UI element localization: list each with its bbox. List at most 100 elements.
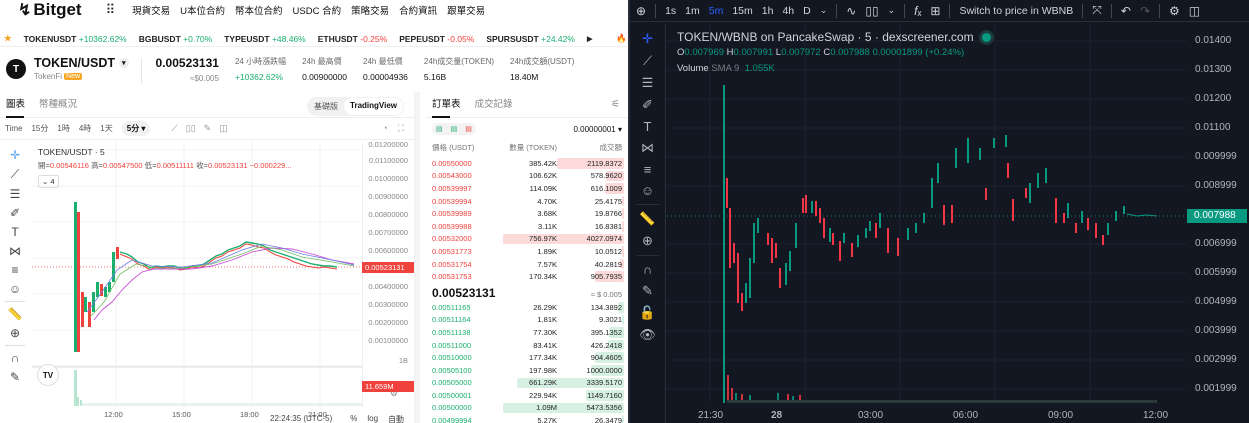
mode-asks-icon[interactable]: ▤ bbox=[465, 126, 472, 133]
auto-toggle[interactable]: 自動 bbox=[388, 415, 405, 423]
apps-grid-icon[interactable]: ⠿ bbox=[105, 2, 115, 17]
crosshair-icon[interactable]: ✛ bbox=[9, 148, 21, 162]
text-icon[interactable]: T bbox=[643, 119, 652, 134]
ruler-icon[interactable]: 📏 bbox=[7, 307, 23, 321]
trendline-icon[interactable]: ⟋ bbox=[10, 167, 20, 181]
tf-5m-dropdown[interactable]: 5分 ▾ bbox=[121, 121, 151, 136]
mode-both-icon[interactable]: ▤ bbox=[436, 126, 443, 133]
log-toggle[interactable]: log bbox=[367, 414, 379, 423]
settings-icon[interactable]: ◔ bbox=[382, 123, 388, 133]
brush-icon[interactable]: ✐ bbox=[642, 97, 653, 112]
orderbook-row[interactable]: 0.00511165 26.29K 134.3892 bbox=[426, 301, 628, 314]
precision-dropdown[interactable]: 0.00000001 ▾ bbox=[573, 124, 622, 134]
dex-price-axis[interactable]: 0.01400 0.01300 0.01200 0.01100 0.009999… bbox=[1195, 35, 1237, 394]
tf-time[interactable]: Time bbox=[5, 124, 23, 133]
magnet-icon[interactable]: ∩ bbox=[642, 262, 653, 277]
tf-1h[interactable]: 1時 bbox=[57, 124, 70, 133]
view-tradingview-button[interactable]: TradingView bbox=[344, 98, 403, 115]
tf-1h[interactable]: 1h bbox=[761, 4, 774, 17]
orderbook-row[interactable]: 0.00511138 77.30K 395.1352 bbox=[426, 326, 628, 339]
orderbook-row[interactable]: 0.00511000 83.41K 426.2418 bbox=[426, 339, 628, 352]
bitget-logo[interactable]: ↯ Bitget bbox=[18, 0, 82, 19]
tf-1s[interactable]: 1s bbox=[665, 4, 677, 17]
orderbook-row[interactable]: 0.00539994 4.70K 25.4175 bbox=[426, 195, 628, 208]
orderbook-row[interactable]: 0.00532000 756.97K 4027.0974 bbox=[426, 233, 628, 246]
undo-icon[interactable]: ↶ bbox=[1120, 3, 1131, 18]
lock-drawing-icon[interactable]: ✎ bbox=[642, 283, 653, 298]
tf-15m[interactable]: 15m bbox=[732, 4, 753, 17]
add-symbol-icon[interactable]: ⊕ bbox=[636, 3, 647, 18]
lock-drawing-icon[interactable]: ✎ bbox=[9, 370, 21, 384]
orderbook-row[interactable]: 0.00531753 170.34K 905.7935 bbox=[426, 270, 628, 283]
redo-icon[interactable]: ↷ bbox=[1139, 3, 1150, 18]
settings-gear-icon[interactable]: ⚙ bbox=[389, 388, 398, 398]
tf-15m[interactable]: 15分 bbox=[31, 124, 49, 133]
orderbook-row[interactable]: 0.00505100 197.98K 1000.0000 bbox=[426, 364, 628, 377]
camera-icon[interactable]: ◫ bbox=[1188, 3, 1201, 18]
orderbook-row[interactable]: 0.00550000 385.42K 2119.8372 bbox=[426, 157, 628, 170]
zoom-in-icon[interactable]: ⊕ bbox=[642, 233, 653, 248]
lock-icon[interactable]: 🔓 bbox=[639, 305, 656, 320]
tab-trade-history[interactable]: 成交記錄 bbox=[474, 98, 513, 110]
ticker-next-icon[interactable]: ▶ bbox=[586, 35, 593, 43]
tab-chart[interactable]: 圖表 bbox=[6, 92, 25, 118]
tf-1d[interactable]: D bbox=[803, 4, 811, 17]
mode-bids-icon[interactable]: ▤ bbox=[450, 126, 458, 133]
visibility-eye-icon[interactable]: 👁 bbox=[639, 327, 656, 342]
nav-spot[interactable]: 現貨交易 bbox=[132, 6, 171, 17]
orderbook-row[interactable]: 0.00531773 1.89K 10.0512 bbox=[426, 245, 628, 258]
zoom-in-icon[interactable]: ⊕ bbox=[9, 326, 21, 340]
tab-coin-overview[interactable]: 幣種概況 bbox=[39, 98, 78, 110]
fullscreen-icon[interactable]: ⤧ bbox=[1092, 3, 1102, 17]
ticker-item[interactable]: TOKENUSDT +10362.62% bbox=[23, 33, 127, 44]
draw-pencil-icon[interactable]: ✎ bbox=[203, 123, 212, 133]
chart-type-icon[interactable]: ▯▯ bbox=[185, 123, 196, 133]
tf-1d[interactable]: 1天 bbox=[100, 124, 113, 133]
nav-futures-info[interactable]: 合約資訊 bbox=[399, 6, 438, 17]
tf-4h[interactable]: 4h bbox=[782, 4, 795, 17]
orderbook-row[interactable]: 0.00539997 114.09K 616.1009 bbox=[426, 182, 628, 195]
emoji-icon[interactable]: ☺ bbox=[640, 183, 655, 198]
camera-icon[interactable]: ◫ bbox=[219, 123, 228, 133]
forecast-icon[interactable]: ≡ bbox=[11, 263, 19, 277]
orderbook-row[interactable]: 0.00511164 1.81K 9.3021 bbox=[426, 314, 628, 327]
nav-usdc-futures[interactable]: USDC 合約 bbox=[292, 6, 342, 17]
dex-candlestick-chart[interactable] bbox=[667, 23, 1187, 403]
orderbook-settings-icon[interactable]: ⚟ bbox=[611, 99, 620, 110]
emoji-icon[interactable]: ☺ bbox=[8, 282, 22, 296]
percent-toggle[interactable]: % bbox=[350, 414, 358, 423]
candles-icon[interactable]: ▯▯ bbox=[865, 3, 879, 18]
ruler-icon[interactable]: 📏 bbox=[639, 211, 656, 226]
nav-copy-trading[interactable]: 跟單交易 bbox=[447, 6, 486, 17]
text-icon[interactable]: T bbox=[11, 225, 19, 239]
tf-more-chevron-icon[interactable]: ⌄ bbox=[819, 5, 828, 15]
indicator-icon[interactable]: ⟋ bbox=[171, 123, 178, 133]
tradingview-logo[interactable]: TV bbox=[37, 364, 59, 386]
trendline-icon[interactable]: ⟋ bbox=[642, 53, 653, 68]
fib-lines-icon[interactable]: ☰ bbox=[641, 75, 654, 90]
nav-strategy[interactable]: 策略交易 bbox=[351, 6, 390, 17]
orderbook-row[interactable]: 0.00500000 1.09M 5473.5356 bbox=[426, 402, 628, 415]
brush-icon[interactable]: ✐ bbox=[9, 206, 21, 220]
orderbook-row[interactable]: 0.00510000 177.34K 904.4605 bbox=[426, 351, 628, 364]
tf-5m[interactable]: 5m bbox=[708, 4, 724, 17]
crosshair-icon[interactable]: ✛ bbox=[642, 31, 653, 46]
tf-4h[interactable]: 4時 bbox=[78, 124, 92, 133]
settings-gear-icon[interactable]: ⚙ bbox=[1169, 3, 1180, 18]
ticker-item[interactable]: BGBUSDT +0.70% bbox=[138, 33, 213, 44]
pair-selector[interactable]: TOKEN/USDT ▾ TokenFi New bbox=[34, 56, 129, 81]
forecast-icon[interactable]: ≡ bbox=[643, 162, 652, 177]
orderbook-row[interactable]: 0.00505000 661.29K 3339.5170 bbox=[426, 377, 628, 390]
orderbook-row[interactable]: 0.00543000 106.62K 578.9620 bbox=[426, 170, 628, 183]
chevron-down-icon[interactable]: ▾ bbox=[119, 58, 129, 68]
indicators-toggle[interactable]: ⌄ 4 bbox=[38, 175, 59, 188]
magnet-icon[interactable]: ∩ bbox=[10, 351, 20, 365]
orderbook-row[interactable]: 0.00539989 3.68K 19.8766 bbox=[426, 207, 628, 220]
pattern-icon[interactable]: ⋈ bbox=[9, 244, 21, 258]
switch-price-wbnb-button[interactable]: Switch to price in WBNB bbox=[959, 4, 1074, 17]
ticker-item[interactable]: SPURSUSDT +24.42% bbox=[486, 33, 575, 44]
orderbook-row[interactable]: 0.00531754 7.57K 40.2819 bbox=[426, 258, 628, 271]
fib-lines-icon[interactable]: ☰ bbox=[9, 187, 21, 201]
pattern-icon[interactable]: ⋈ bbox=[641, 140, 654, 155]
layouts-icon[interactable]: ⊞ bbox=[930, 3, 941, 18]
